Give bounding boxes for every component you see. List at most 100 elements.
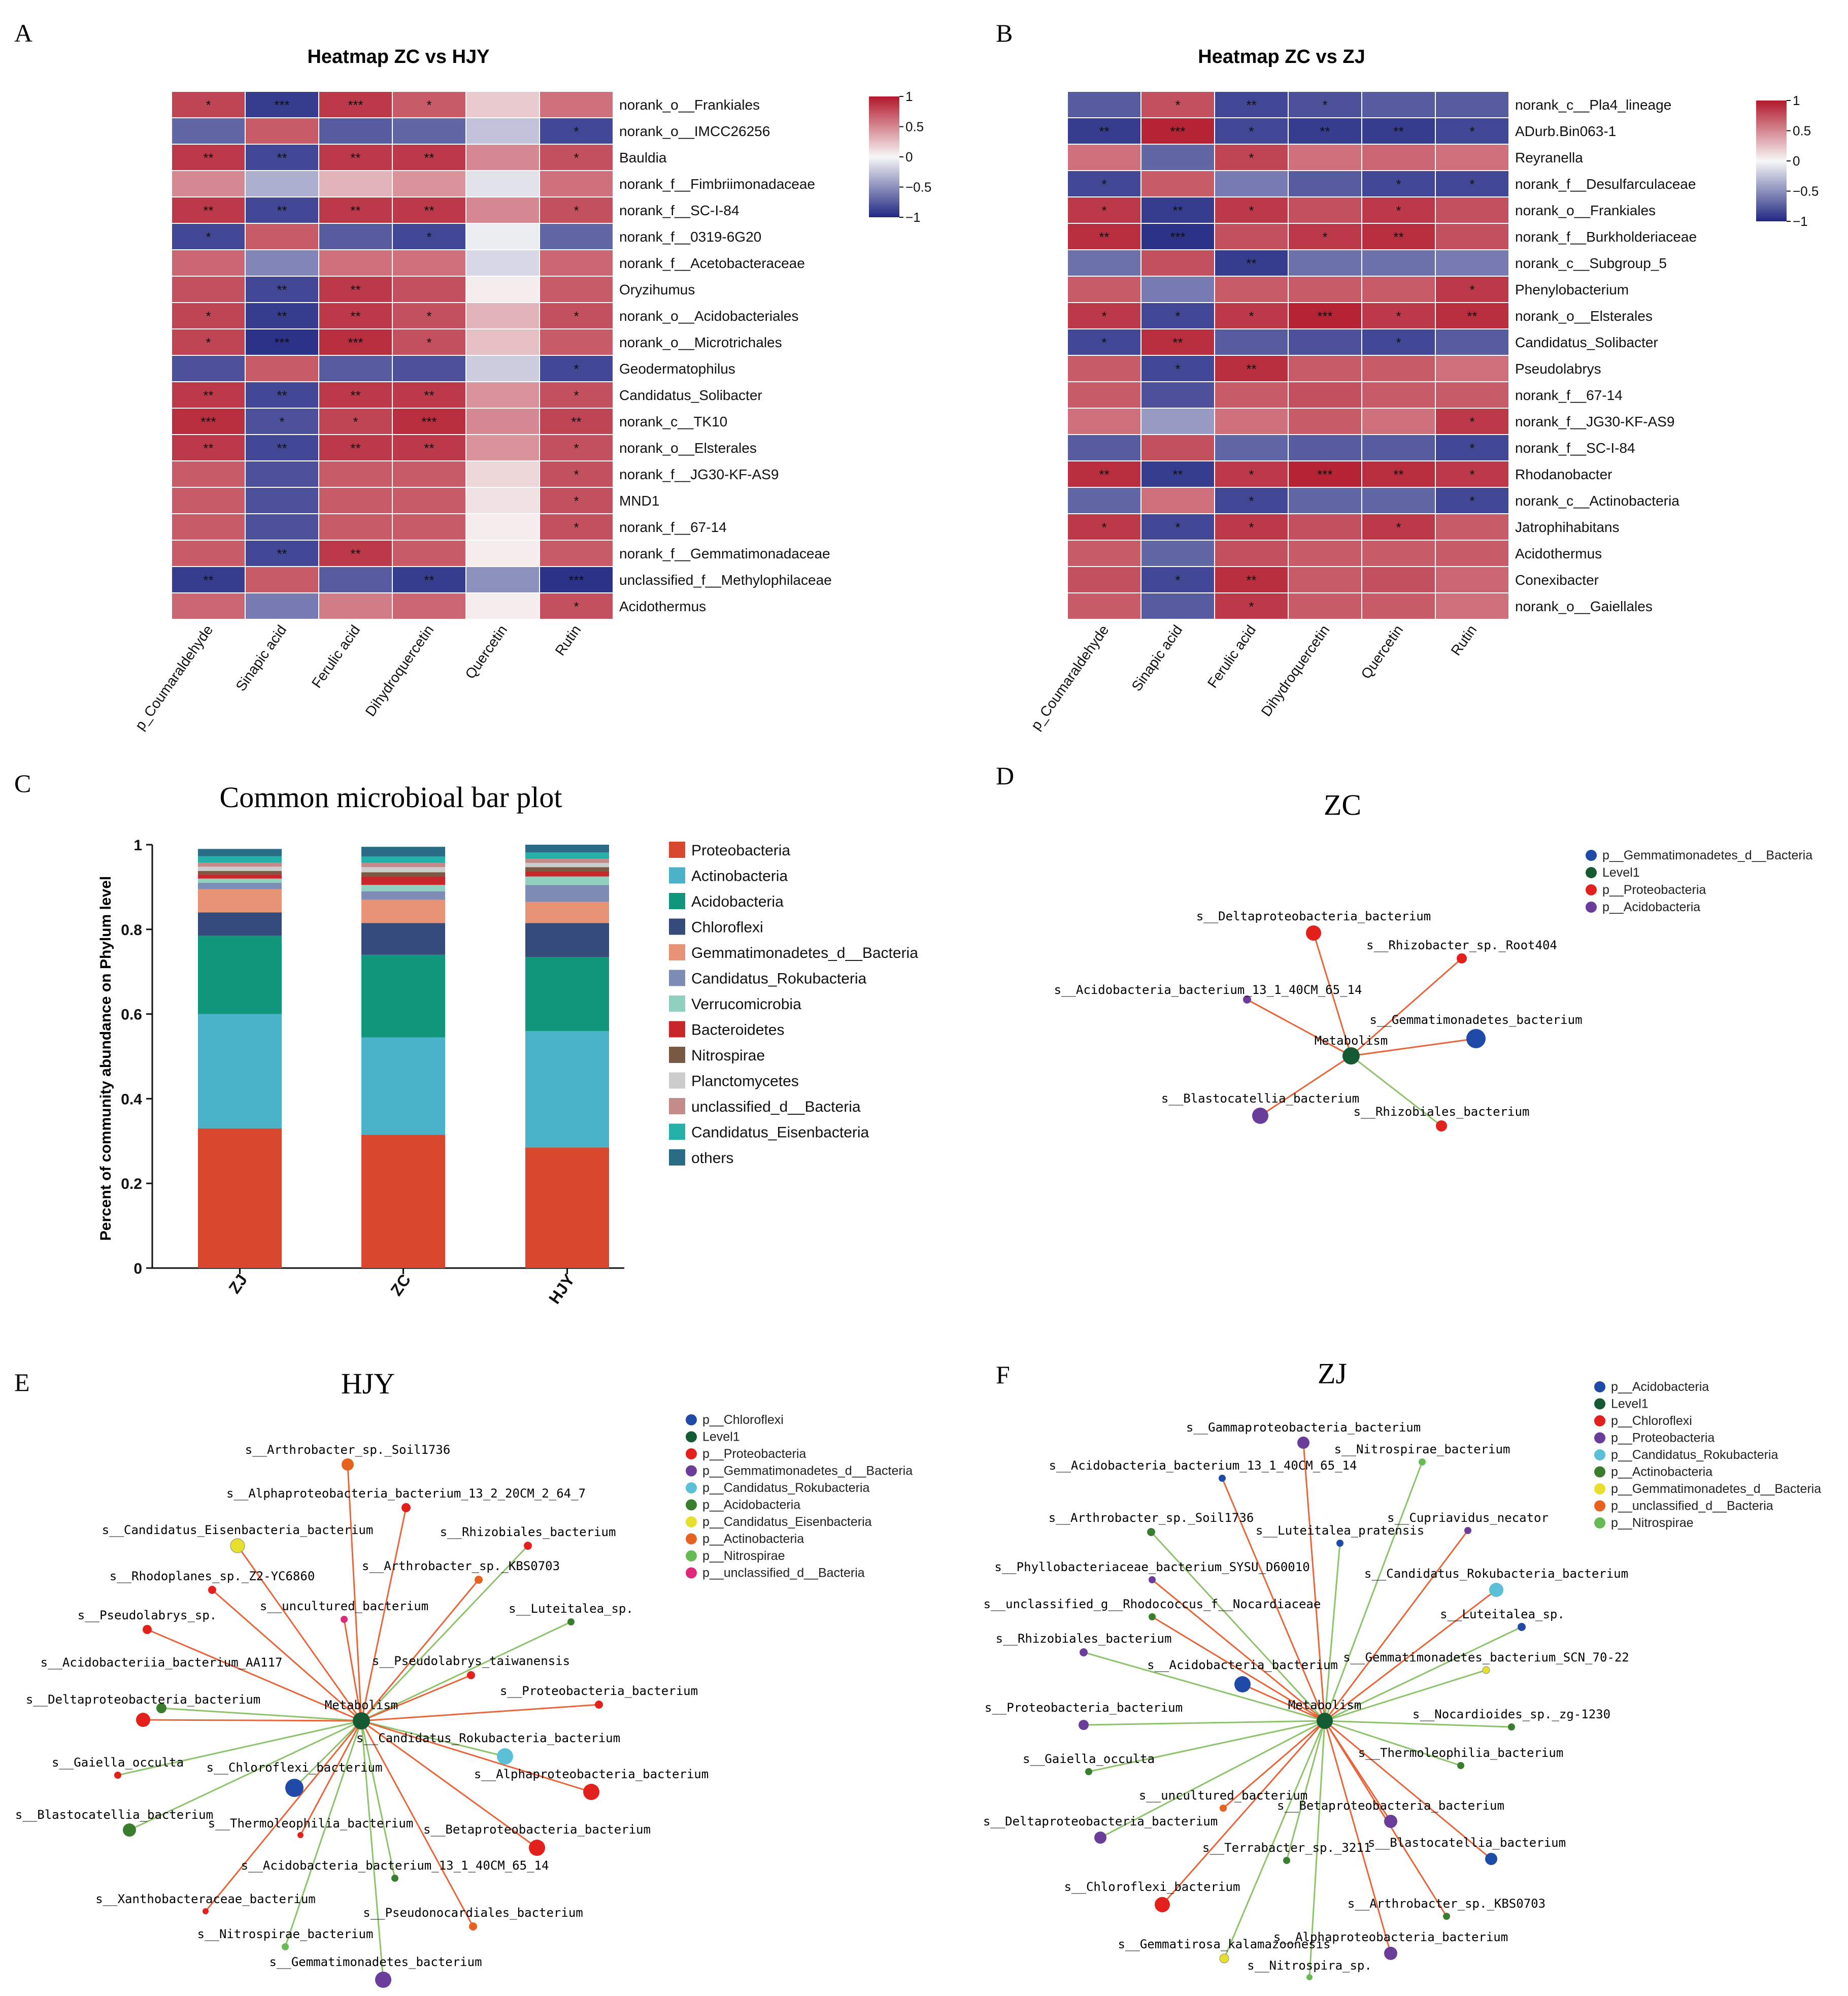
bar-segment [525, 862, 609, 868]
legend-swatch [669, 944, 685, 960]
heatmap-cell [1361, 592, 1436, 620]
network-node-label: s__Rhodoplanes_sp._Z2-YC6860 [110, 1569, 315, 1583]
bar-segment [198, 849, 282, 856]
heatmap-cell [465, 91, 540, 118]
heatmap-cell [245, 223, 319, 250]
heatmap-cells: ****************************************… [171, 91, 614, 620]
bar-segment [525, 852, 609, 859]
network-node [1149, 1613, 1156, 1620]
bar-segment [525, 902, 609, 923]
heatmap-cell [245, 566, 319, 593]
legend-dot [686, 1499, 697, 1511]
heatmap-significance: * [1175, 520, 1180, 535]
heatmap-significance: *** [1170, 124, 1185, 139]
heatmap-cell [1214, 328, 1289, 356]
network-node [595, 1701, 603, 1709]
network-node-label: s__Betaproteobacteria_bacterium [423, 1822, 651, 1837]
heatmap-cell [1214, 170, 1289, 197]
heatmap-cell [1067, 434, 1141, 461]
heatmap-cell [1435, 381, 1509, 409]
heatmap-significance: * [574, 203, 579, 218]
heatmap-cell [171, 566, 246, 593]
heatmap-cell [465, 592, 540, 620]
heatmap-significance: * [1322, 97, 1327, 113]
colorbar-tick-label: −0.5 [905, 180, 931, 195]
legend-swatch [669, 842, 685, 858]
legend-swatch [669, 1021, 685, 1038]
heatmap-significance: * [1101, 520, 1106, 535]
heatmap-cell [171, 249, 246, 277]
heatmap-cell [1140, 276, 1215, 303]
heatmap-cell [1361, 540, 1436, 567]
heatmap-significance: * [1249, 309, 1254, 324]
heatmap-row-label: norank_f__Fimbriimonadaceae [619, 176, 815, 192]
network-node-label: s__Candidatus_Eisenbacteria_bacterium [102, 1523, 374, 1537]
heatmap-cell [1214, 196, 1289, 224]
heatmap-cell [1435, 566, 1509, 593]
heatmap-cell [465, 196, 540, 224]
network-node [341, 1616, 348, 1623]
heatmap-cell [245, 249, 319, 277]
heatmap-cell [392, 302, 466, 329]
network-node [1283, 1857, 1290, 1864]
heatmap-cell [1067, 328, 1141, 356]
legend-label: Level1 [702, 1430, 740, 1444]
heatmap-cell [1435, 223, 1509, 250]
heatmap-cell [1140, 434, 1215, 461]
heatmap-cell [1288, 117, 1362, 145]
heatmap-cell [465, 328, 540, 356]
heatmap-significance: ** [277, 388, 287, 403]
heatmap-row-label: Candidatus_Solibacter [619, 387, 762, 403]
network-node [143, 1625, 152, 1634]
heatmap-cell [318, 249, 393, 277]
network-node-label: s__Xanthobacteraceae_bacterium [95, 1892, 315, 1906]
network-nodes: Metabolism s__Arthrobacter_sp._Soil1736 … [15, 1443, 709, 1988]
network-node [1085, 1768, 1092, 1775]
heatmap-cell [1214, 276, 1289, 303]
heatmap-row-label: norank_f__SC-I-84 [619, 203, 740, 218]
heatmap-significance: * [1101, 335, 1106, 350]
heatmap-cell [171, 513, 246, 541]
network-node-label: s__Blastocatellia_bacterium [1161, 1091, 1359, 1106]
heatmap-row-label: norank_c__Subgroup_5 [1515, 255, 1667, 271]
heatmap-cell [1140, 91, 1215, 118]
legend-dot [1586, 902, 1597, 913]
network-node-label: s__Pseudolabrys_taiwanensis [372, 1654, 570, 1668]
network-node [1155, 1897, 1170, 1912]
colorbar-rect [1756, 101, 1787, 221]
legend-swatch [669, 918, 685, 935]
heatmap-significance: * [1175, 97, 1180, 113]
network-node-label: s__Luteitalea_pratensis [1256, 1523, 1424, 1538]
network-node [136, 1713, 150, 1727]
network-node [1219, 1953, 1229, 1964]
heatmap-cell [245, 540, 319, 567]
heatmap-significance: *** [568, 573, 584, 588]
heatmap-cell [245, 91, 319, 118]
heatmap-cell [1435, 276, 1509, 303]
network-node-label: s__Nitrospirae_bacterium [197, 1927, 374, 1941]
heatmap-significance: *** [348, 97, 363, 113]
x-tick-label: HJY [545, 1271, 578, 1307]
network-node-label: s__Rhizobiales_bacterium [1354, 1105, 1530, 1119]
bar-segment [525, 957, 609, 1031]
legend-dot [686, 1482, 697, 1493]
heatmap-cell [539, 487, 614, 514]
heatmap-cell [392, 117, 466, 145]
heatmap-significance: * [1249, 124, 1254, 139]
legend-dot [686, 1431, 697, 1443]
legend-dot [1594, 1500, 1605, 1512]
bar-segment [525, 867, 609, 872]
heatmap-col-label: Quercetin [1358, 622, 1406, 682]
network-node-label: s__uncultured_bacterium [260, 1599, 428, 1613]
network-node [123, 1823, 136, 1837]
heatmap-significance: ** [1172, 335, 1183, 350]
heatmap-cell [1140, 328, 1215, 356]
network-node [1466, 1029, 1486, 1048]
network-node-label: s__Gaiella_occulta [1023, 1752, 1155, 1766]
heatmap-significance: ** [277, 282, 287, 297]
heatmap-significance: * [1396, 177, 1401, 192]
heatmap-significance: * [574, 309, 579, 324]
heatmap-cell [539, 328, 614, 356]
colorbar-tick-label: 0.5 [905, 119, 924, 135]
network-node-label: s__Rhizobiales_bacterium [996, 1632, 1172, 1646]
